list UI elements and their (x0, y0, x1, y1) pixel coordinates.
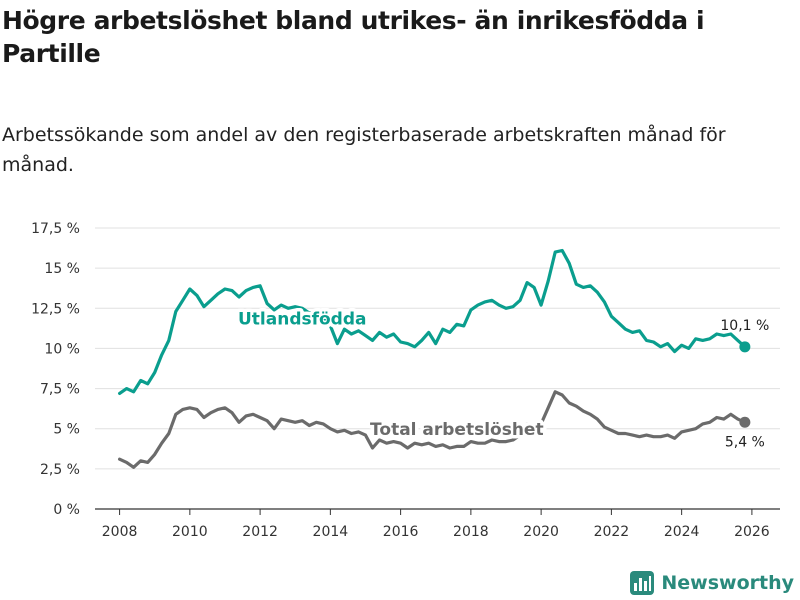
line-chart: 0 % 2,5 % 5 % 7,5 % 10 % 12,5 % 15 % 17,5 % 200… (31, 221, 780, 540)
x-tick-label: 2026 (734, 524, 770, 540)
brand-name: Newsworthy (661, 572, 794, 594)
y-tick-label: 15 % (44, 261, 80, 277)
x-tick-label: 2020 (523, 524, 559, 540)
brand-logo: Newsworthy (629, 570, 794, 596)
y-tick-label: 7,5 % (40, 382, 80, 398)
x-tick-label: 2022 (594, 524, 630, 540)
y-tick-label: 2,5 % (40, 462, 80, 478)
chart-subtitle: Arbetssökande som andel av den registerb… (2, 124, 726, 176)
series-label-halo: Total arbetslöshet (370, 420, 544, 440)
x-tick-label: 2024 (664, 524, 700, 540)
newsworthy-logo-icon (630, 571, 655, 595)
x-tick-label: 2012 (242, 524, 278, 540)
y-tick-label: 10 % (44, 341, 80, 357)
series-lines (118, 248, 751, 469)
series-label-1: Total arbetslöshet (370, 420, 544, 440)
series-line-1 (118, 390, 747, 469)
series-end-label-0: 10,1 % (720, 318, 769, 334)
series-label-0: Utlandsfödda (238, 309, 367, 329)
series-line-0 (118, 248, 747, 395)
y-tick-label: 12,5 % (31, 301, 80, 317)
y-tick-label: 5 % (53, 422, 80, 438)
x-tick-label: 2008 (102, 524, 138, 540)
series-label-halo: Utlandsfödda (238, 309, 367, 329)
y-axis-ticks: 0 % 2,5 % 5 % 7,5 % 10 % 12,5 % 15 % 17,5 % (31, 221, 80, 518)
y-tick-label: 0 % (53, 502, 80, 518)
x-axis-ticks: 2008 2010 2012 2014 2016 2018 2020 2022 2024 2026 (102, 509, 770, 540)
y-tick-label: 17,5 % (31, 221, 80, 237)
series-end-point-1 (739, 416, 751, 428)
x-tick-label: 2010 (172, 524, 208, 540)
x-tick-label: 2016 (383, 524, 419, 540)
chart-title: Högre arbetslöshet bland utrikes- än inr… (2, 6, 705, 68)
grid-lines (95, 227, 780, 510)
x-tick-label: 2018 (453, 524, 489, 540)
series-end-point-0 (739, 341, 751, 353)
series-end-label-1: 5,4 % (725, 434, 765, 450)
x-tick-label: 2014 (313, 524, 349, 540)
